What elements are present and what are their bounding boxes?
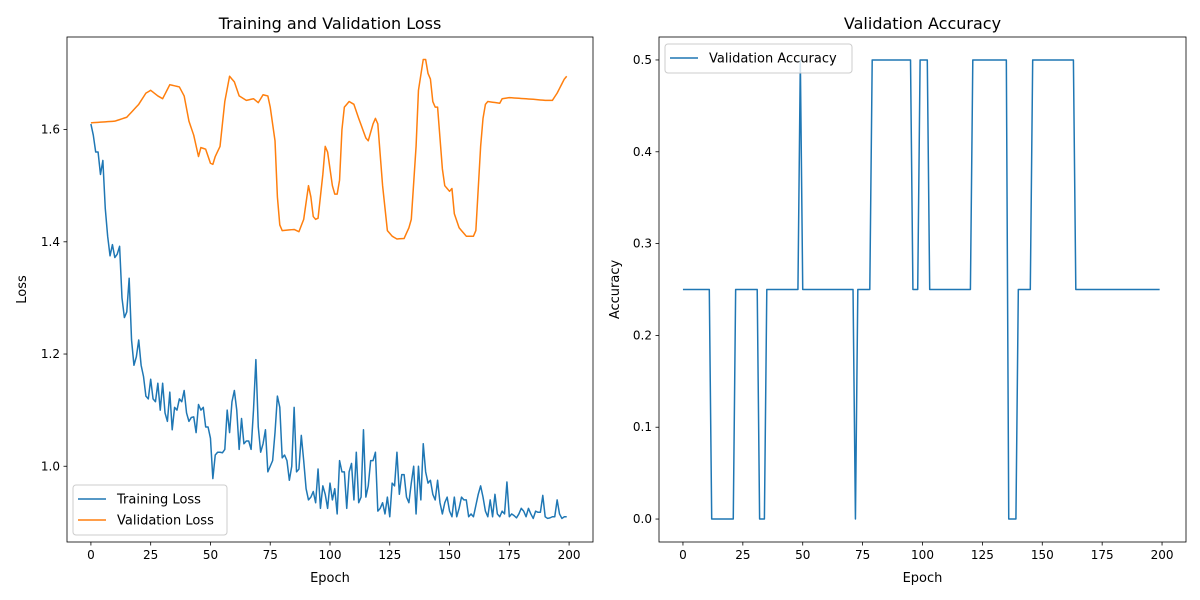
x-tick-label: 75 xyxy=(855,548,870,562)
series-line-validation-accuracy xyxy=(682,59,1160,520)
legend-label: Validation Loss xyxy=(117,514,214,529)
legend: Training Loss Validation Loss xyxy=(72,484,228,536)
legend: Validation Accuracy xyxy=(664,43,853,74)
series-line-validation-loss xyxy=(90,58,568,240)
x-tick-label: 50 xyxy=(203,548,218,562)
x-tick-label: 150 xyxy=(438,548,461,562)
x-tick-label: 50 xyxy=(795,548,810,562)
x-tick-label: 175 xyxy=(498,548,521,562)
chart-title: Training and Validation Loss xyxy=(218,14,442,33)
x-tick-label: 25 xyxy=(143,548,158,562)
x-tick-label: 125 xyxy=(378,548,401,562)
y-tick-label: 0.0 xyxy=(633,512,652,526)
y-tick-label: 1.0 xyxy=(41,459,60,473)
y-tick-label: 0.3 xyxy=(633,237,652,251)
x-tick-label: 200 xyxy=(558,548,581,562)
axes-frame xyxy=(66,36,594,543)
y-tick-label: 1.4 xyxy=(41,235,60,249)
legend-label: Validation Accuracy xyxy=(709,52,837,67)
legend-box xyxy=(664,43,853,74)
x-tick-label: 200 xyxy=(1151,548,1174,562)
y-tick-label: 1.2 xyxy=(41,347,60,361)
x-tick-label: 100 xyxy=(319,548,342,562)
x-tick-label: 175 xyxy=(1091,548,1114,562)
x-tick-label: 0 xyxy=(87,548,95,562)
x-tick-label: 25 xyxy=(735,548,750,562)
legend-label: Training Loss xyxy=(116,493,201,508)
y-tick-label: 0.4 xyxy=(633,145,652,159)
series-line-training-loss xyxy=(90,123,567,520)
chart-title: Validation Accuracy xyxy=(844,14,1001,33)
subplot-2: 0 25 50 75 100 125 150 175 200 0.0 0.1 0.2 0.3 0.4 0.5… xyxy=(608,14,1187,586)
x-tick-label: 100 xyxy=(911,548,934,562)
y-tick-label: 0.1 xyxy=(633,420,652,434)
y-tick-label: 0.5 xyxy=(633,53,652,67)
x-tick-label: 75 xyxy=(263,548,278,562)
x-tick-label: 0 xyxy=(679,548,687,562)
y-tick-label: 0.2 xyxy=(633,328,652,342)
x-axis-label: Epoch xyxy=(903,571,943,586)
y-axis-label: Accuracy xyxy=(608,260,623,320)
subplot-1: 0 25 50 75 100 125 150 175 200 1.0 1.2 1.4 1.6 Traini… xyxy=(15,14,594,586)
legend-box xyxy=(72,484,228,536)
x-tick-label: 125 xyxy=(971,548,994,562)
y-tick-label: 1.6 xyxy=(41,123,60,137)
x-axis-label: Epoch xyxy=(310,571,350,586)
x-tick-label: 150 xyxy=(1031,548,1054,562)
y-axis-label: Loss xyxy=(15,275,30,304)
